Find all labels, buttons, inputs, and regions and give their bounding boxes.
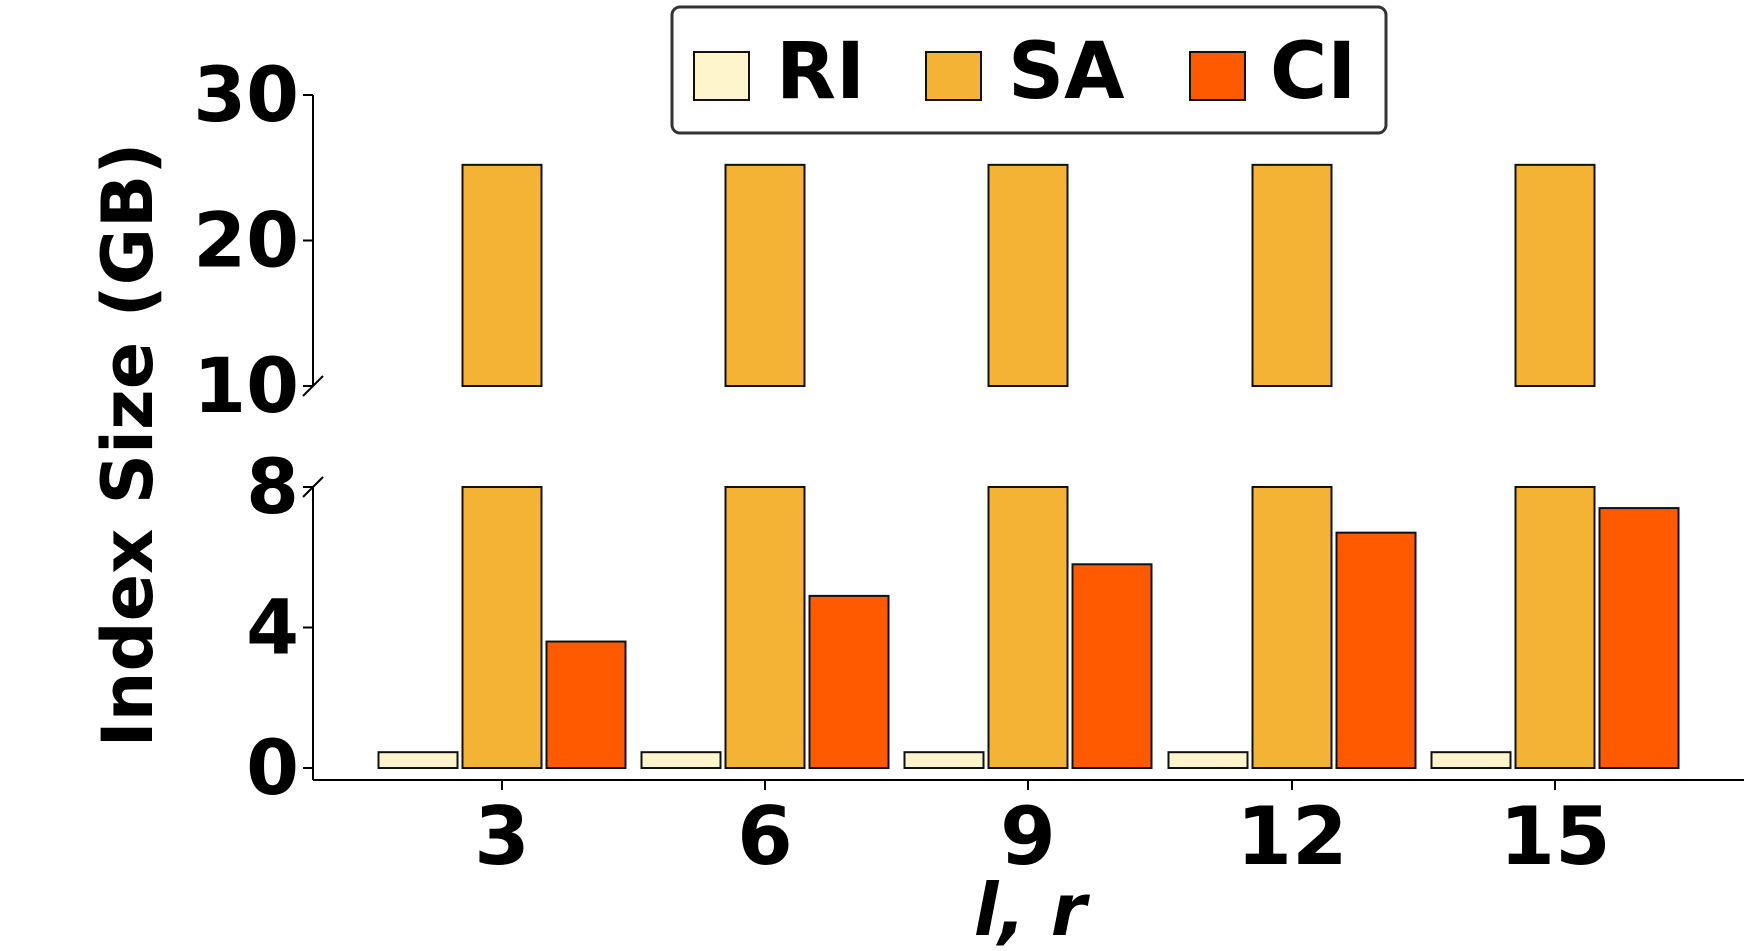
y-tick-label-4: 4 (246, 583, 299, 672)
y-tick-label-8: 8 (246, 442, 299, 531)
legend-label-ri: RI (776, 27, 865, 117)
bar-ri-9 (903, 751, 985, 769)
bar-ci-9 (1071, 563, 1153, 770)
legend-label-ci: CI (1270, 27, 1356, 117)
bar-ci-15 (1598, 507, 1680, 769)
bar-ci-3 (545, 640, 627, 769)
y-tick-label-20: 20 (193, 196, 299, 285)
bar-sa-9 (987, 486, 1069, 769)
bar-ri-12 (1167, 751, 1249, 769)
bar-sa-3 (461, 486, 543, 769)
legend-swatch-ci (1189, 51, 1246, 101)
x-tick-label-3: 3 (474, 790, 530, 883)
bar-ri-3 (377, 751, 459, 769)
bar-ri-15 (1430, 751, 1512, 769)
x-tick-label-9: 9 (1000, 790, 1056, 883)
y-tick-label-10: 10 (193, 341, 299, 430)
x-tick-label-12: 12 (1236, 790, 1347, 883)
axes: 10 20 30 0 4 8 3 6 9 12 15 (193, 50, 1744, 883)
y-tick-label-0: 0 (246, 723, 299, 812)
bar-ci-6 (808, 594, 890, 770)
x-tick-label-6: 6 (737, 790, 793, 883)
legend-swatch-sa (925, 51, 982, 101)
legend-frame (670, 5, 1388, 135)
x-axis-title: l, r (974, 868, 1091, 951)
bar-sa-15 (1514, 486, 1596, 769)
legend-label-sa: SA (1008, 27, 1125, 117)
legend: RI SA CI (670, 5, 1388, 135)
y-axis-title: Index Size (GB) (87, 143, 169, 748)
bar-sa-9-upper (987, 163, 1069, 387)
x-tick-label-15: 15 (1499, 790, 1610, 883)
bar-sa-12-upper (1251, 163, 1333, 387)
bar-sa-6 (724, 486, 806, 769)
bar-sa-15-upper (1514, 163, 1596, 387)
y-tick-label-30: 30 (193, 50, 299, 139)
legend-swatch-ri (693, 51, 750, 101)
bars (377, 163, 1680, 770)
bar-ri-6 (640, 751, 722, 769)
bar-sa-3-upper (461, 163, 543, 387)
bar-sa-12 (1251, 486, 1333, 769)
bar-ci-12 (1335, 531, 1417, 769)
bar-sa-6-upper (724, 163, 806, 387)
